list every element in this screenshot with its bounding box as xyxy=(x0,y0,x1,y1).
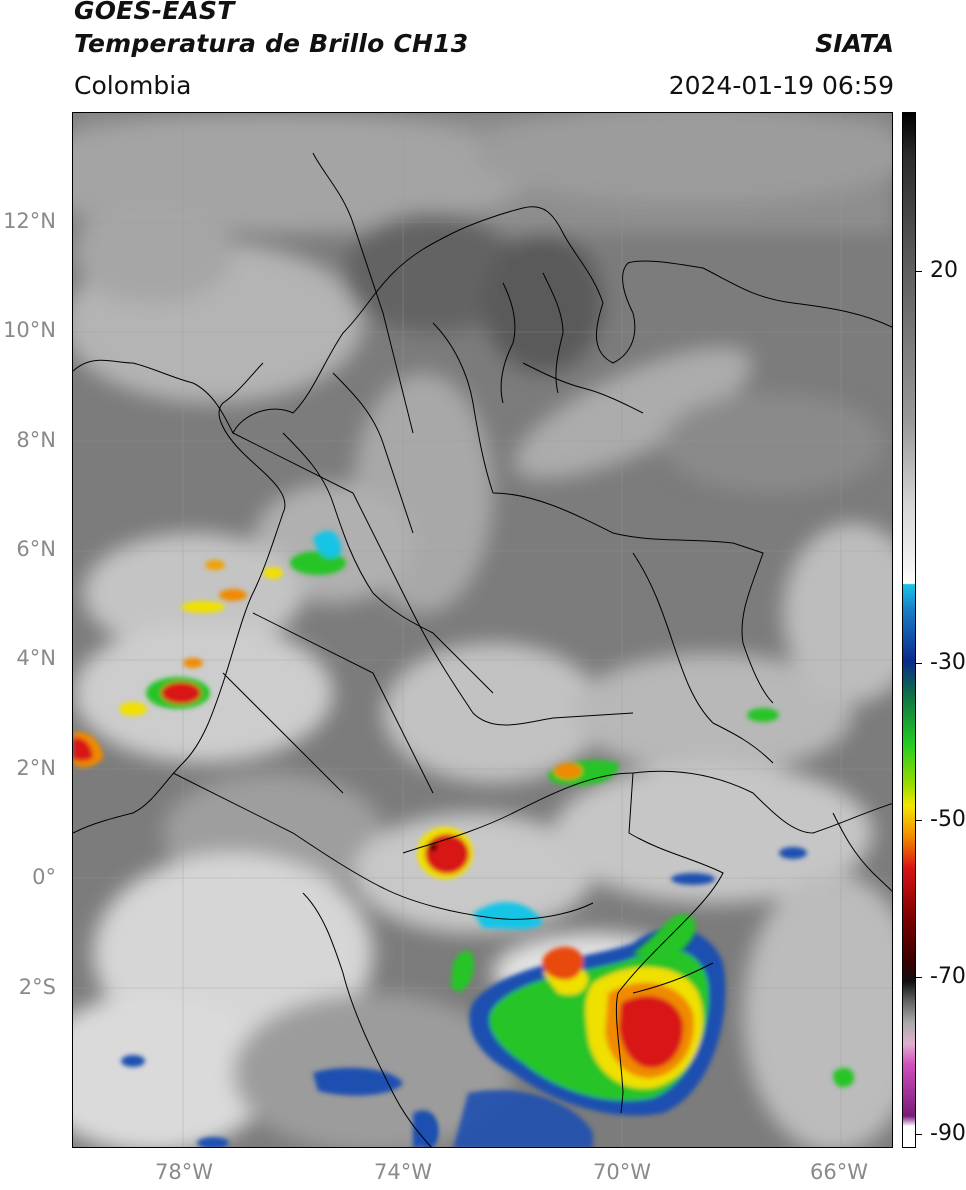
colorbar-tick xyxy=(916,1134,922,1135)
graticule xyxy=(73,113,892,1147)
boundaries xyxy=(73,152,892,1147)
lat-label: 2°S xyxy=(18,975,56,999)
colorbar-tick xyxy=(916,271,922,272)
region-label: Colombia xyxy=(74,71,192,100)
lat-label: 0° xyxy=(32,865,56,889)
colorbar-label: -30 xyxy=(930,650,966,675)
lon-label: 74°W xyxy=(374,1160,432,1184)
map-svg xyxy=(73,113,892,1147)
lat-label: 6°N xyxy=(16,537,56,561)
lat-label: 4°N xyxy=(16,646,56,670)
colorbar-label: -50 xyxy=(930,807,966,832)
storm-pacific xyxy=(73,530,346,768)
satellite-map[interactable] xyxy=(72,112,893,1148)
organization-label: SIATA xyxy=(815,29,894,58)
lat-label: 2°N xyxy=(16,756,56,780)
product-title: Temperatura de Brillo CH13 xyxy=(74,29,469,58)
lat-label: 8°N xyxy=(16,428,56,452)
lat-label: 10°N xyxy=(3,318,56,342)
satellite-title: GOES-EAST xyxy=(74,0,235,25)
colorbar xyxy=(902,112,916,1148)
colorbar-label: 20 xyxy=(930,258,958,283)
colorbar-label: -90 xyxy=(930,1121,966,1146)
lon-label: 78°W xyxy=(155,1160,213,1184)
colorbar-label: -70 xyxy=(930,964,966,989)
storm-central xyxy=(417,827,473,879)
lon-label: 70°W xyxy=(593,1160,651,1184)
lat-label: 12°N xyxy=(3,209,56,233)
lon-label: 66°W xyxy=(810,1160,868,1184)
datetime-label: 2024-01-19 06:59 xyxy=(668,71,894,100)
colorbar-tick xyxy=(916,663,922,664)
colorbar-tick xyxy=(916,977,922,978)
colorbar-tick xyxy=(916,820,922,821)
